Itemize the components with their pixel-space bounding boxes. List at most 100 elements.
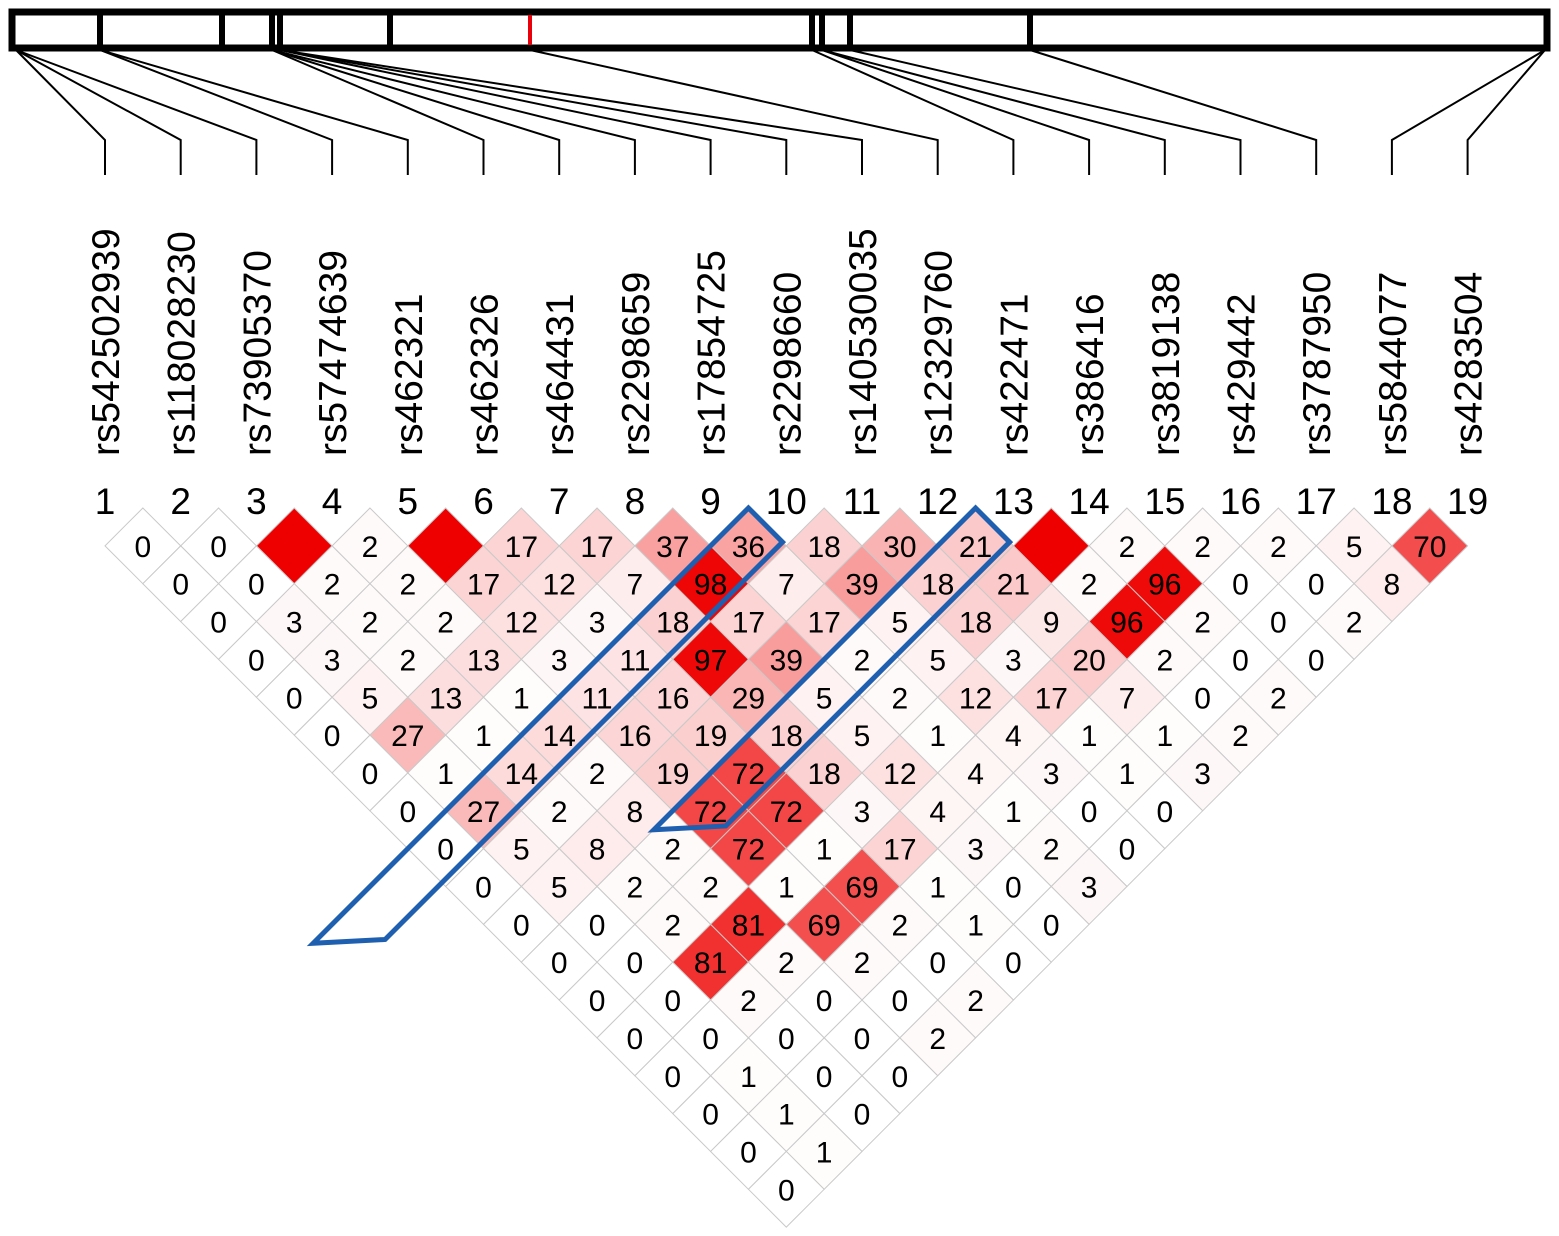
ld-value-9-11: 7 <box>778 569 795 602</box>
ld-value-5-8: 12 <box>505 607 538 640</box>
connector-line-1 <box>15 49 106 175</box>
snp-indices: 1 2 3 4 5 6 7 8 9 10 11 12 13 14 15 16 17 18 19 <box>95 481 1488 522</box>
ld-value-6-17: 2 <box>892 909 909 942</box>
ld-value-3-8: 13 <box>429 682 462 715</box>
ld-value-17-19: 8 <box>1384 569 1401 602</box>
ld-value-11-14: 18 <box>959 607 992 640</box>
snp-index-11: 11 <box>843 481 881 522</box>
ld-value-15-17: 0 <box>1232 569 1249 602</box>
snp-index-13: 13 <box>993 481 1034 522</box>
ld-value-6-12: 19 <box>694 720 727 753</box>
ld-value-6-15: 1 <box>816 834 833 867</box>
ld-value-4-11: 2 <box>589 758 606 791</box>
snp-label-15: rs3819138 <box>1145 272 1188 456</box>
ld-value-7-8: 17 <box>580 531 613 564</box>
snp-index-19: 19 <box>1447 481 1488 522</box>
ld-value-3-10: 14 <box>505 758 538 791</box>
snp-label-19: rs4283504 <box>1448 272 1491 456</box>
ld-value-8-16: 4 <box>929 796 946 829</box>
ld-value-17-18: 5 <box>1346 531 1363 564</box>
ld-value-5-11: 16 <box>618 720 651 753</box>
connector-line-9 <box>279 49 712 175</box>
ld-value-8-9: 37 <box>656 531 689 564</box>
ld-value-13-17: 2 <box>1156 644 1173 677</box>
snp-label-14: rs386416 <box>1069 293 1112 456</box>
snp-label-12: rs12329760 <box>918 250 961 456</box>
ld-value-1-19: 0 <box>778 1174 795 1207</box>
snp-label-7: rs464431 <box>539 293 582 456</box>
snp-label-8: rs2298659 <box>615 272 658 456</box>
ld-value-1-10: 0 <box>437 834 454 867</box>
ld-value-5-7: 17 <box>467 569 500 602</box>
ld-value-7-12: 29 <box>732 682 765 715</box>
haplotype-block-2-outline <box>647 504 1014 833</box>
ld-value-6-14: 72 <box>770 796 803 829</box>
snp-index-17: 17 <box>1296 481 1337 522</box>
ld-cells: 0 0 2 17 17 37 36 18 30 21 2 2 2 5 700 0 2 2 17 12 7 98 7 39 18 2… <box>104 507 1469 1228</box>
snp-index-5: 5 <box>398 481 419 522</box>
ld-value-4-19: 0 <box>892 1061 909 1094</box>
connector-line-7 <box>271 49 561 175</box>
ld-value-8-14: 5 <box>854 720 871 753</box>
connector-line-3 <box>15 49 258 175</box>
ld-value-4-18: 0 <box>854 1023 871 1056</box>
ld-value-1-3: 0 <box>172 569 189 602</box>
ld-value-10-12: 39 <box>845 569 878 602</box>
ld-value-3-13: 2 <box>627 872 644 905</box>
ld-value-3-17: 0 <box>778 1023 795 1056</box>
ld-value-9-15: 1 <box>929 720 946 753</box>
ld-value-4-5: 2 <box>362 531 379 564</box>
ld-cell-1-19 <box>747 1150 825 1228</box>
snp-index-14: 14 <box>1069 481 1110 522</box>
ld-value-15-16: 2 <box>1194 531 1211 564</box>
connector-line-10 <box>279 49 788 175</box>
ld-value-8-18: 0 <box>1005 872 1022 905</box>
snp-label-13: rs422471 <box>993 293 1036 456</box>
ld-value-7-10: 18 <box>656 607 689 640</box>
ld-value-11-18: 1 <box>1119 758 1136 791</box>
ld-value-7-15: 3 <box>854 796 871 829</box>
ld-value-5-13: 72 <box>694 796 727 829</box>
ld-value-4-7: 2 <box>437 607 454 640</box>
ld-value-15-18: 0 <box>1270 607 1287 640</box>
ld-value-1-2: 0 <box>135 531 152 564</box>
ld-value-13-19: 2 <box>1232 720 1249 753</box>
snp-index-12: 12 <box>917 481 958 522</box>
snp-label-1: rs542502939 <box>85 228 128 456</box>
ld-value-9-17: 1 <box>1005 796 1022 829</box>
ld-value-2-16: 0 <box>702 1023 719 1056</box>
connector-line-6 <box>271 49 485 175</box>
snp-index-18: 18 <box>1371 481 1412 522</box>
snp-index-2: 2 <box>170 481 191 522</box>
ld-value-7-19: 0 <box>1005 947 1022 980</box>
snp-index-3: 3 <box>246 481 267 522</box>
ld-value-4-14: 2 <box>702 872 719 905</box>
ld-value-3-12: 8 <box>589 834 606 867</box>
ld-value-5-16: 69 <box>807 909 840 942</box>
ld-value-4-8: 13 <box>467 644 500 677</box>
ld-value-2-8: 27 <box>391 720 424 753</box>
ld-value-12-13: 21 <box>959 531 992 564</box>
ld-value-2-10: 27 <box>467 796 500 829</box>
ld-value-3-16: 2 <box>740 985 757 1018</box>
ld-value-1-11: 0 <box>475 872 492 905</box>
snp-label-2: rs118028230 <box>161 231 204 456</box>
ld-value-11-15: 3 <box>1005 644 1022 677</box>
ld-value-15-19: 0 <box>1308 644 1325 677</box>
ld-value-1-9: 0 <box>399 796 416 829</box>
ld-value-2-18: 1 <box>778 1099 795 1132</box>
ld-value-3-7: 2 <box>399 644 416 677</box>
ld-value-5-15: 1 <box>778 872 795 905</box>
ld-value-2-7: 5 <box>362 682 379 715</box>
snp-label-4: rs57474639 <box>312 250 355 456</box>
ld-value-2-15: 0 <box>664 985 681 1018</box>
ld-value-6-10: 11 <box>619 644 650 677</box>
gene-structure-bar <box>8 8 1551 52</box>
ld-value-1-8: 0 <box>362 758 379 791</box>
ld-value-8-12: 39 <box>770 644 803 677</box>
snp-index-10: 10 <box>766 481 807 522</box>
snp-label-17: rs3787950 <box>1296 272 1339 456</box>
ld-value-5-17: 2 <box>854 947 871 980</box>
snp-label-3: rs73905370 <box>236 250 279 456</box>
ld-value-7-11: 97 <box>694 644 727 677</box>
